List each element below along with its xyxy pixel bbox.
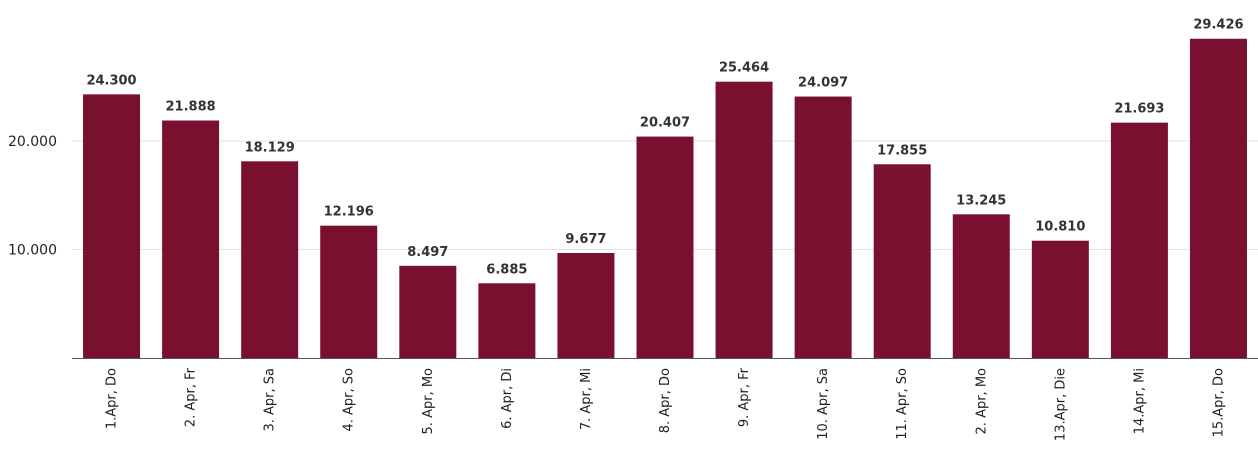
x-tick-label: 15.Apr, Do (1211, 368, 1226, 437)
bar (873, 164, 931, 358)
bar (1110, 122, 1168, 358)
bar (241, 161, 299, 358)
bar (794, 96, 852, 358)
data-label: 8.497 (407, 245, 448, 260)
x-tick-label: 9. Apr, Fr (737, 367, 752, 427)
x-tick-label: 11. Apr, So (895, 368, 910, 440)
data-label: 29.426 (1193, 18, 1243, 33)
x-tick-label: 8. Apr, Do (658, 368, 673, 433)
data-label: 21.693 (1114, 102, 1164, 117)
x-tick-label: 14.Apr, Mi (1132, 368, 1147, 434)
bar (320, 225, 378, 358)
x-tick-label: 3. Apr, Sa (263, 368, 278, 432)
x-tick-label: 2. Apr, Fr (184, 367, 199, 427)
x-axis-category-labels: 1.Apr, Do 2. Apr, Fr 3. Apr, Sa 4. Apr, So 5… (105, 367, 1227, 441)
bars (83, 38, 1247, 358)
bar (1031, 240, 1089, 358)
bar (162, 120, 220, 358)
data-label: 25.464 (719, 61, 769, 76)
bar (952, 214, 1010, 358)
data-label: 24.097 (798, 76, 848, 91)
data-label: 20.407 (640, 116, 690, 131)
x-tick-label: 13.Apr, Die (1053, 368, 1068, 441)
data-label: 10.810 (1035, 220, 1085, 235)
bar (557, 253, 615, 358)
data-labels: 24.300 21.888 18.129 12.196 8.497 6.885 9.677 2… (86, 18, 1243, 278)
x-tick-label: 2. Apr, Mo (974, 368, 989, 435)
bar (636, 136, 694, 358)
bar (478, 283, 536, 358)
x-tick-label: 10. Apr, Sa (816, 368, 831, 440)
y-tick-label: 20.000 (8, 134, 57, 150)
data-label: 21.888 (166, 100, 216, 115)
data-label: 24.300 (86, 73, 136, 88)
data-label: 9.677 (565, 232, 606, 247)
x-tick-label: 6. Apr, Di (500, 368, 515, 429)
y-tick-label: 10.000 (8, 243, 57, 259)
data-label: 13.245 (956, 193, 1006, 208)
x-tick-label: 7. Apr, Mi (579, 368, 594, 430)
data-label: 12.196 (324, 205, 374, 220)
y-axis-tick-labels: 10.000 20.000 (8, 134, 57, 259)
x-tick-label: 5. Apr, Mo (421, 368, 436, 435)
bar (715, 81, 773, 358)
x-tick-label: 4. Apr, So (342, 368, 357, 432)
data-label: 18.129 (245, 140, 295, 155)
data-label: 17.855 (877, 143, 927, 158)
bar (1189, 38, 1247, 358)
data-label: 6.885 (486, 262, 527, 277)
bar (399, 265, 457, 358)
bar (83, 94, 141, 358)
x-tick-label: 1.Apr, Do (105, 368, 120, 429)
